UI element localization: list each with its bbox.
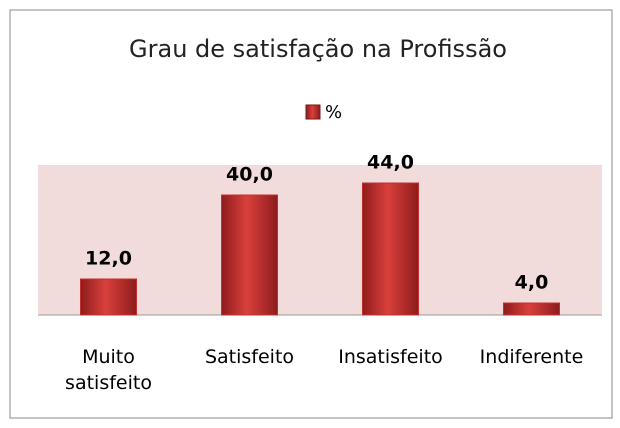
data-label: 44,0 [367,152,414,174]
chart-title: Grau de satisfação na Profissão [129,35,507,63]
legend-swatch [305,104,321,120]
bar [362,182,419,316]
x-tick-label: Muito satisfeito [65,346,152,394]
x-tick-label: Insatisfeito [338,346,443,368]
bar [221,194,278,316]
legend-label: % [325,102,342,123]
x-tick-label: Satisfeito [204,346,295,368]
x-tick-label: Indiferente [479,346,584,368]
data-label: 4,0 [515,272,549,294]
data-label: 40,0 [226,164,273,186]
data-label: 12,0 [85,248,132,270]
bar [503,302,560,316]
bar [80,278,137,316]
